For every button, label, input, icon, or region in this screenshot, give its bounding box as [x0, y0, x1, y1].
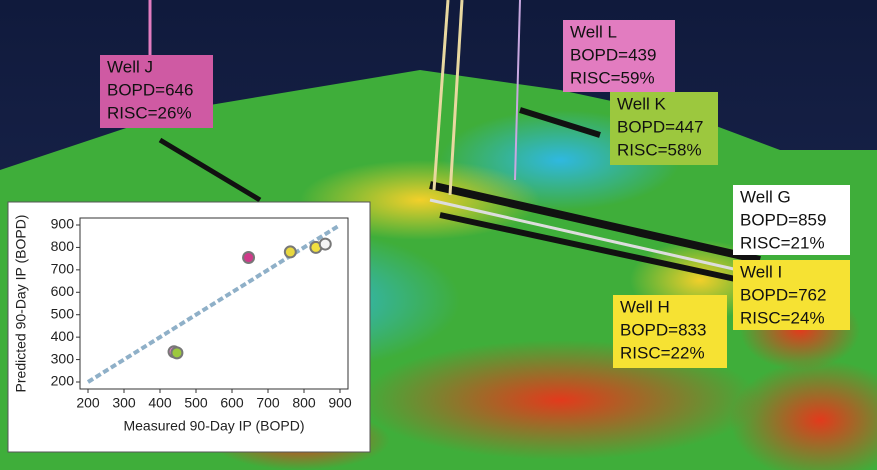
x-tick-label: 500 — [184, 395, 208, 411]
scatter-point — [320, 239, 331, 250]
well-label-text: RISC=24% — [740, 308, 825, 327]
well-label-text: BOPD=447 — [617, 117, 703, 136]
well-label-text: BOPD=833 — [620, 320, 706, 339]
well-label-text: RISC=22% — [620, 343, 705, 362]
y-tick-label: 400 — [51, 328, 75, 344]
scatter-point — [243, 252, 254, 263]
scene: Well J BOPD=646 RISC=26% Well L BOPD=439 RISC… — [0, 0, 877, 470]
well-label-text: RISC=26% — [107, 103, 192, 122]
y-tick-label: 200 — [51, 373, 75, 389]
well-label-text: RISC=21% — [740, 233, 825, 252]
y-tick-label: 800 — [51, 238, 75, 254]
well-label-text: Well H — [620, 297, 670, 316]
well-label-text: BOPD=646 — [107, 80, 193, 99]
y-tick-label: 300 — [51, 350, 75, 366]
x-tick-label: 600 — [220, 395, 244, 411]
y-axis-label: Predicted 90-Day IP (BOPD) — [13, 215, 29, 393]
x-tick-label: 900 — [328, 395, 352, 411]
x-tick-label: 700 — [256, 395, 280, 411]
page: {"wells":[ {"lines":["Well J","BOPD=646"… — [0, 0, 877, 470]
well-label-text: BOPD=439 — [570, 45, 656, 64]
well-label-text: Well J — [107, 57, 153, 76]
scatter-point — [171, 347, 182, 358]
scatter-point — [285, 246, 296, 257]
well-label-text: Well K — [617, 94, 666, 113]
well-label-text: BOPD=859 — [740, 210, 826, 229]
well-label-text: RISC=58% — [617, 140, 702, 159]
y-tick-label: 600 — [51, 283, 75, 299]
x-tick-label: 800 — [292, 395, 316, 411]
well-label-text: Well L — [570, 22, 617, 41]
well-label-text: Well G — [740, 187, 791, 206]
y-tick-label: 700 — [51, 261, 75, 277]
well-label-text: BOPD=762 — [740, 285, 826, 304]
x-tick-label: 200 — [76, 395, 100, 411]
y-tick-label: 900 — [51, 216, 75, 232]
well-label-text: Well I — [740, 262, 782, 281]
x-tick-label: 400 — [148, 395, 172, 411]
x-axis-label: Measured 90-Day IP (BOPD) — [123, 418, 304, 434]
well-label-text: RISC=59% — [570, 68, 655, 87]
x-tick-label: 300 — [112, 395, 136, 411]
y-tick-label: 500 — [51, 305, 75, 321]
